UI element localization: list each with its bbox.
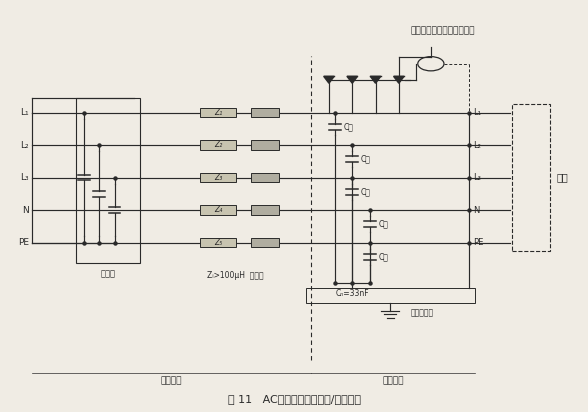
Text: Zᵢ>100μH  铁氧体: Zᵢ>100μH 铁氧体 xyxy=(208,271,264,280)
Text: Z₄: Z₄ xyxy=(214,205,222,214)
Text: PE: PE xyxy=(18,238,29,247)
Bar xyxy=(251,238,279,247)
Text: L₂: L₂ xyxy=(473,140,481,150)
Text: CⲜ: CⲜ xyxy=(379,252,388,261)
Text: CⲜ: CⲜ xyxy=(361,155,371,164)
Polygon shape xyxy=(370,76,381,83)
Text: CⲜ: CⲜ xyxy=(343,122,353,131)
Bar xyxy=(201,206,236,215)
Text: 参考接地端: 参考接地端 xyxy=(410,308,433,317)
Bar xyxy=(251,173,279,182)
Polygon shape xyxy=(347,76,358,83)
Text: L₂: L₂ xyxy=(21,140,29,150)
Bar xyxy=(251,108,279,117)
Text: CⲜ: CⲜ xyxy=(379,220,388,229)
Text: PE: PE xyxy=(473,238,484,247)
Text: L₁: L₁ xyxy=(473,108,482,117)
Text: CⲜ: CⲜ xyxy=(361,187,371,196)
Bar xyxy=(201,173,236,182)
Text: 耦合部分: 耦合部分 xyxy=(382,376,404,385)
Bar xyxy=(76,98,140,263)
Text: 来自瞬变脉冲发生器的信号: 来自瞬变脉冲发生器的信号 xyxy=(410,27,475,36)
Bar xyxy=(512,104,550,251)
Text: Z₃: Z₃ xyxy=(214,173,222,182)
Text: 滤波器: 滤波器 xyxy=(100,269,115,278)
Polygon shape xyxy=(324,76,334,83)
Text: L₃: L₃ xyxy=(21,173,29,182)
Text: Z₁: Z₁ xyxy=(214,108,222,117)
Bar xyxy=(201,108,236,117)
Text: 试样: 试样 xyxy=(556,173,568,183)
Polygon shape xyxy=(393,76,404,83)
Bar xyxy=(251,206,279,215)
Text: 图 11   AC电源线试验用耦合/去耦网络: 图 11 AC电源线试验用耦合/去耦网络 xyxy=(228,394,360,404)
Text: 去耦部分: 去耦部分 xyxy=(161,376,182,385)
Text: Cₙ=33nF: Cₙ=33nF xyxy=(335,289,369,298)
Text: N: N xyxy=(22,206,29,215)
Bar xyxy=(201,140,236,150)
Text: L₁: L₁ xyxy=(21,108,29,117)
Text: L₃: L₃ xyxy=(473,173,481,182)
Bar xyxy=(201,238,236,247)
Bar xyxy=(251,140,279,150)
Text: Z₂: Z₂ xyxy=(214,140,222,149)
Bar xyxy=(306,288,475,302)
Text: N: N xyxy=(473,206,480,215)
Text: Z₅: Z₅ xyxy=(214,238,222,247)
